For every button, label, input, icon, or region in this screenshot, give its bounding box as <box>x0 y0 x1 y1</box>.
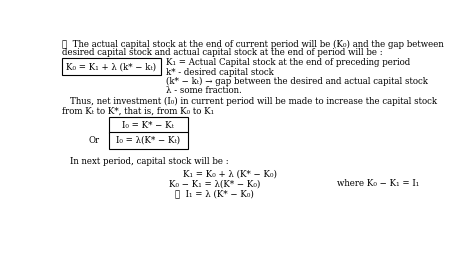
Text: (k* − kₜ) → gap between the desired and actual capital stock: (k* − kₜ) → gap between the desired and … <box>166 77 428 86</box>
Text: K₀ − K₁ = λ(K* − K₀): K₀ − K₁ = λ(K* − K₀) <box>169 179 260 188</box>
Text: I₀ = K* − Kₜ: I₀ = K* − Kₜ <box>122 121 174 130</box>
Text: I₀ = λ(K* − Kₜ): I₀ = λ(K* − Kₜ) <box>116 136 181 145</box>
Text: desired capital stock and actual capital stock at the end of period will be :: desired capital stock and actual capital… <box>63 48 383 58</box>
Text: k* - desired capital stock: k* - desired capital stock <box>166 68 274 77</box>
Text: K₁ = K₀ + λ (K* − K₀): K₁ = K₀ + λ (K* − K₀) <box>183 169 277 178</box>
FancyBboxPatch shape <box>62 58 161 75</box>
Text: where K₀ − K₁ = I₁: where K₀ − K₁ = I₁ <box>337 179 419 188</box>
Text: Thus, net investment (I₀) in current period will be made to increase the capital: Thus, net investment (I₀) in current per… <box>70 97 437 106</box>
Text: K₁ = Actual Capital stock at the end of preceding period: K₁ = Actual Capital stock at the end of … <box>166 58 410 68</box>
Text: ∴  The actual capital stock at the end of current period will be (K₀) and the ga: ∴ The actual capital stock at the end of… <box>63 40 444 49</box>
FancyBboxPatch shape <box>109 132 188 148</box>
Text: Or: Or <box>89 136 100 145</box>
Text: λ - some fraction.: λ - some fraction. <box>166 86 242 95</box>
FancyBboxPatch shape <box>109 117 188 133</box>
Text: from Kₜ to K*, that is, from K₀ to K₁: from Kₜ to K*, that is, from K₀ to K₁ <box>63 106 214 115</box>
Text: K₀ = K₁ + λ (k* − kₜ): K₀ = K₁ + λ (k* − kₜ) <box>66 62 156 71</box>
Text: In next period, capital stock will be :: In next period, capital stock will be : <box>70 157 229 166</box>
Text: ∴  I₁ = λ (K* − K₀): ∴ I₁ = λ (K* − K₀) <box>175 189 254 198</box>
